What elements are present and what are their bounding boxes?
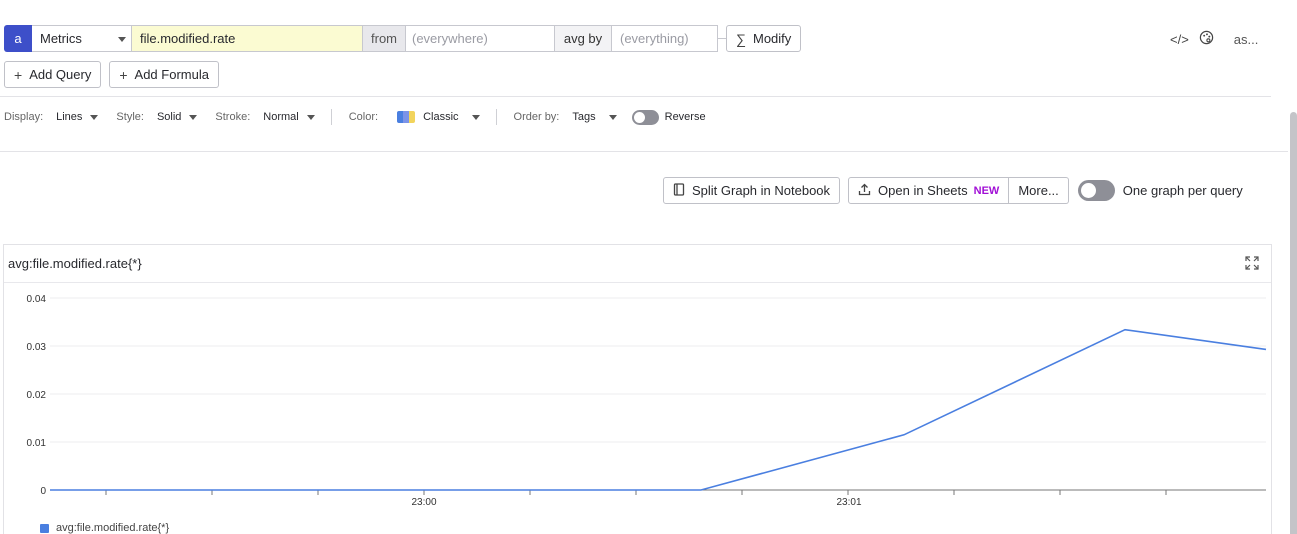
add-formula-label: Add Formula: [134, 67, 209, 82]
add-query-label: Add Query: [29, 67, 92, 82]
code-icon[interactable]: </>: [1170, 31, 1189, 47]
divider: [330, 109, 332, 125]
notebook-icon: [673, 182, 685, 199]
stroke-select[interactable]: Normal: [263, 111, 299, 123]
chevron-down-icon[interactable]: [90, 114, 99, 120]
one-graph-label: One graph per query: [1122, 183, 1243, 198]
chart-panel: avg:file.modified.rate{*} 0.04 0.03 0.02 0.…: [3, 244, 1272, 534]
open-in-sheets-button[interactable]: Open in Sheets NEW: [848, 177, 1010, 204]
chevron-down-icon[interactable]: [471, 114, 480, 120]
color-label: Color:: [348, 111, 379, 123]
divider: [4, 282, 1271, 283]
display-select[interactable]: Lines: [56, 111, 83, 123]
metric-input[interactable]: file.modified.rate: [132, 25, 363, 52]
upload-icon: [858, 183, 871, 199]
vertical-scrollbar[interactable]: [1290, 112, 1297, 534]
sigma-icon: ∑: [736, 30, 746, 47]
legend-label: avg:file.modified.rate{*}: [56, 522, 170, 534]
reverse-toggle[interactable]: [631, 109, 659, 125]
display-label: Display:: [4, 111, 44, 123]
line-chart: 0.04 0.03 0.02 0.01 0 23:00 23:01: [27, 294, 1267, 508]
plus-icon: +: [14, 66, 23, 83]
avg-by-input[interactable]: (everything): [612, 25, 718, 52]
modify-label: Modify: [752, 31, 792, 46]
query-letter-badge[interactable]: a: [4, 25, 32, 52]
palette-icon[interactable]: [1199, 30, 1214, 48]
split-graph-button[interactable]: Split Graph in Notebook: [663, 177, 841, 204]
y-tick-label: 0.01: [27, 438, 47, 449]
style-select[interactable]: Solid: [156, 111, 182, 123]
order-by-select[interactable]: Tags: [572, 111, 596, 123]
truncated-as-label[interactable]: as...: [1233, 31, 1259, 47]
chevron-down-icon: [118, 37, 126, 42]
query-tools: </> as...: [1170, 30, 1258, 48]
divider: [495, 109, 497, 125]
order-by-label: Order by:: [513, 111, 560, 123]
stroke-label: Stroke:: [215, 111, 251, 123]
style-label: Style:: [116, 111, 144, 123]
x-tick-label: 23:00: [411, 497, 436, 508]
chevron-down-icon[interactable]: [608, 114, 617, 120]
y-tick-label: 0.03: [27, 342, 47, 353]
one-graph-toggle[interactable]: [1077, 180, 1115, 201]
legend-swatch: [40, 523, 49, 533]
series-line: [50, 328, 1267, 491]
sheets-button-group: Open in Sheets NEW More...: [848, 177, 1069, 204]
graph-actions: Split Graph in Notebook Open in Sheets N…: [663, 177, 1243, 204]
color-select[interactable]: Classic: [423, 111, 459, 123]
chevron-down-icon[interactable]: [306, 114, 315, 120]
expand-icon[interactable]: [1245, 256, 1259, 273]
add-query-button[interactable]: + Add Query: [4, 61, 102, 88]
more-button[interactable]: More...: [1009, 177, 1069, 204]
chart-legend[interactable]: avg:file.modified.rate{*}: [40, 522, 169, 534]
avg-by-label[interactable]: avg by: [555, 25, 612, 52]
more-label: More...: [1018, 183, 1059, 198]
open-in-sheets-label: Open in Sheets: [878, 183, 968, 198]
from-input[interactable]: (everywhere): [406, 25, 555, 52]
data-source-value: Metrics: [40, 31, 82, 46]
query-row: a Metrics file.modified.rate from (every…: [4, 25, 802, 52]
divider: [0, 151, 1288, 152]
plus-icon: +: [119, 66, 128, 83]
chart-title: avg:file.modified.rate{*}: [8, 256, 142, 271]
connector-line: [718, 38, 726, 39]
display-options-bar: Display: Lines Style: Solid Stroke: Norm…: [4, 108, 714, 126]
y-tick-label: 0.04: [27, 294, 47, 305]
split-graph-label: Split Graph in Notebook: [692, 183, 831, 198]
reverse-label: Reverse: [664, 111, 706, 123]
palette-swatch-icon[interactable]: [397, 111, 416, 123]
y-tick-label: 0: [40, 486, 46, 497]
divider: [0, 96, 1271, 97]
from-label: from: [363, 25, 406, 52]
modify-button[interactable]: ∑ Modify: [726, 25, 802, 52]
new-badge: NEW: [973, 184, 1000, 197]
add-actions: + Add Query + Add Formula: [4, 61, 219, 88]
data-source-select[interactable]: Metrics: [32, 25, 132, 52]
y-tick-label: 0.02: [27, 390, 47, 401]
x-tick-label: 23:01: [836, 497, 861, 508]
chevron-down-icon[interactable]: [189, 114, 198, 120]
add-formula-button[interactable]: + Add Formula: [109, 61, 219, 88]
